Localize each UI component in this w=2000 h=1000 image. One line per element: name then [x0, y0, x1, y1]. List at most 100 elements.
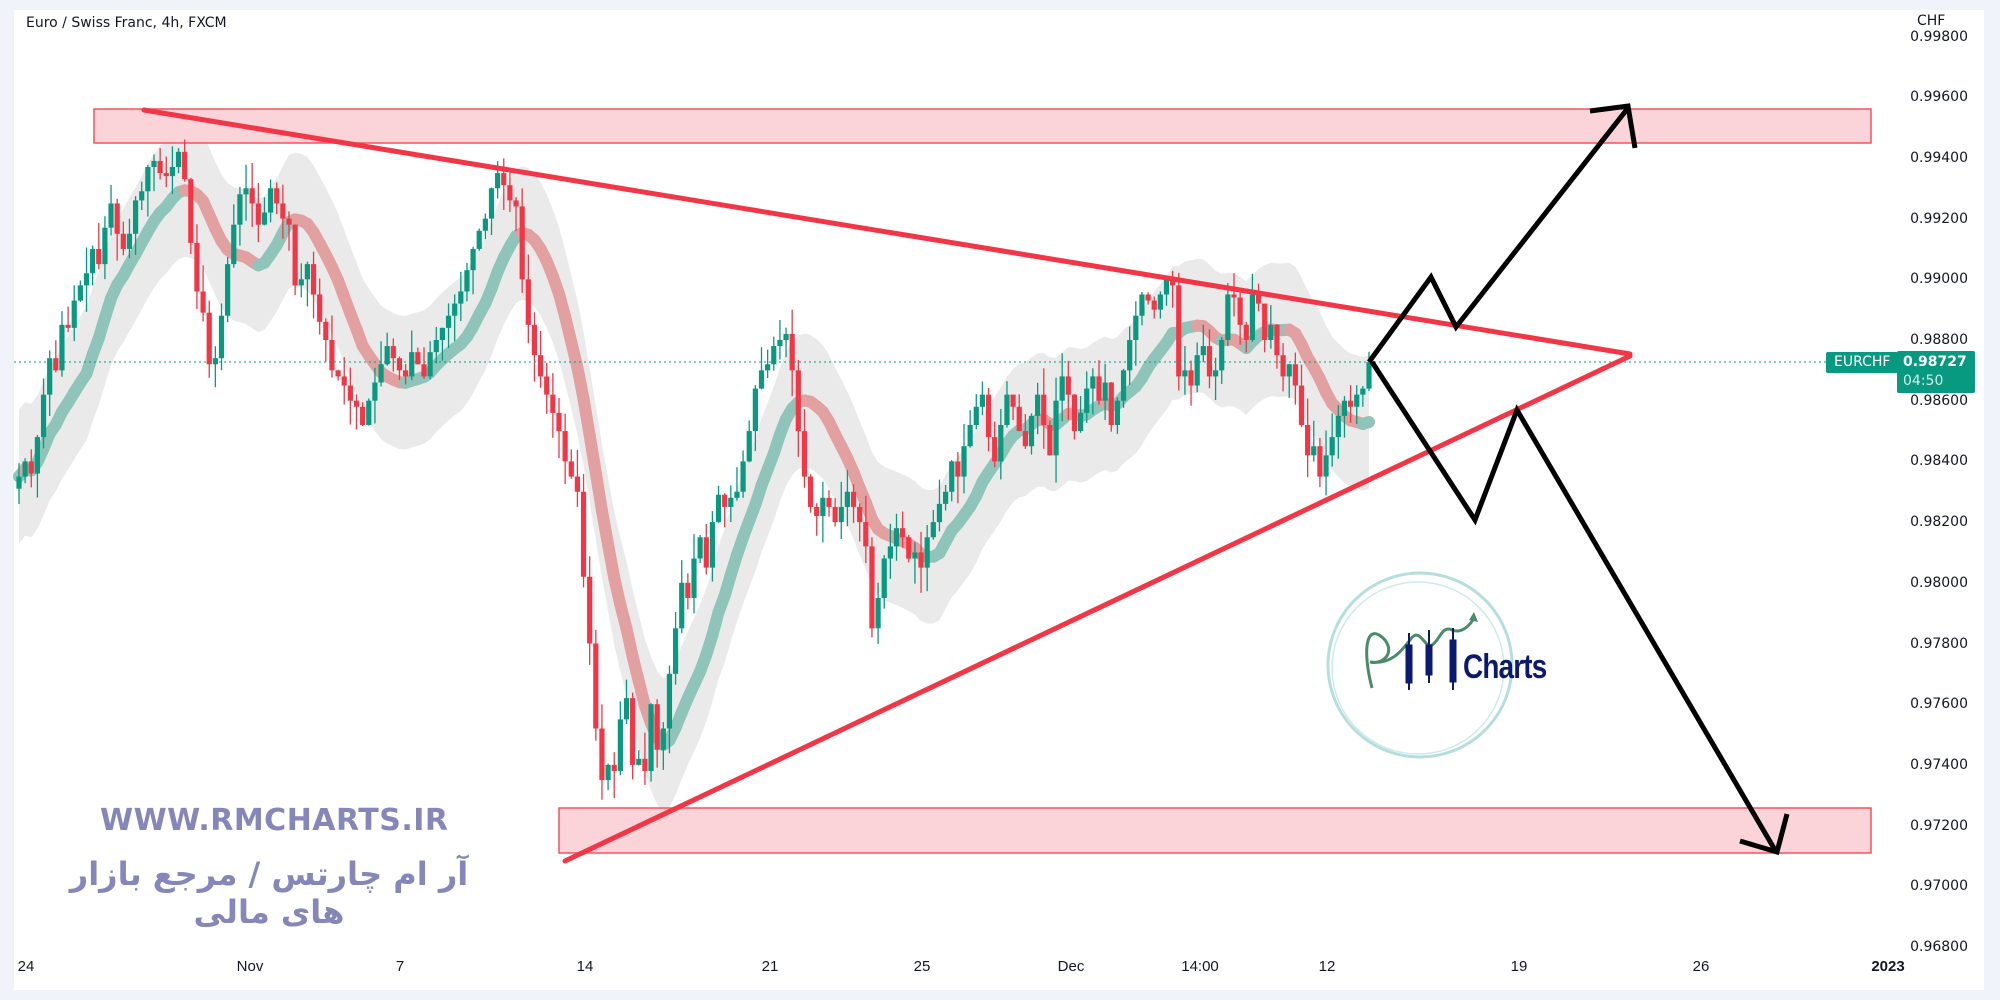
candle [126, 233, 133, 249]
candle [323, 321, 329, 340]
candle [1053, 400, 1059, 456]
candle [1274, 324, 1280, 356]
candle [151, 160, 157, 168]
candle [1176, 285, 1182, 377]
candle [384, 346, 390, 365]
candle [1133, 315, 1139, 340]
candle [930, 522, 936, 538]
price-tick: 0.96800 [1910, 939, 1968, 955]
resistance-zone[interactable] [93, 108, 1872, 144]
candle [679, 582, 685, 629]
candle [1231, 294, 1237, 298]
price-tick: 0.99800 [1910, 28, 1968, 45]
candle [857, 506, 863, 523]
logo-candles-icon [1405, 628, 1457, 690]
last-price-badge: 0.98727 04:50 [1897, 351, 1975, 393]
candle [513, 200, 519, 207]
candle [544, 376, 550, 395]
candle [304, 264, 311, 280]
candle [1212, 370, 1219, 377]
support-resistance-zones [93, 108, 1872, 854]
candle [1243, 324, 1249, 340]
candle [758, 370, 765, 389]
candle [366, 400, 372, 425]
candle [482, 218, 488, 231]
time-tick: Dec [1057, 958, 1085, 975]
descending-trendline[interactable] [141, 107, 1633, 357]
time-tick: 7 [395, 958, 405, 975]
candle [568, 461, 574, 477]
candle [22, 461, 28, 477]
last-price-value: 0.98727 [1903, 354, 1967, 370]
support-zone[interactable] [558, 807, 1872, 854]
candle [746, 431, 752, 462]
candle [65, 324, 71, 328]
candle [814, 506, 820, 517]
candle [666, 673, 673, 729]
candle [574, 476, 581, 492]
candle [439, 327, 446, 340]
candle [200, 291, 206, 313]
price-tick: 0.98800 [1910, 332, 1968, 348]
candle [967, 424, 973, 447]
candle [16, 476, 22, 489]
candle [685, 582, 691, 598]
logo-signature-icon [1365, 616, 1477, 689]
ascending-trendline[interactable] [562, 353, 1633, 864]
candle [1206, 346, 1213, 377]
candle [1010, 394, 1016, 407]
candle [1182, 370, 1188, 377]
watermark-url: WWW.RMCHARTS.IR [100, 803, 449, 838]
candle [255, 203, 261, 225]
candle [114, 203, 120, 234]
rmcharts-logo [1326, 571, 1514, 759]
candle [1286, 364, 1292, 377]
chart-title: Euro / Swiss Franc, 4h, FXCM [26, 15, 227, 31]
candle [942, 491, 949, 504]
candle [623, 698, 630, 720]
candle [470, 248, 476, 271]
candle [1341, 400, 1348, 416]
price-tick: 0.99000 [1910, 271, 1968, 288]
candle [1347, 400, 1354, 407]
candle [421, 364, 427, 377]
candle [83, 273, 90, 286]
candle [71, 300, 77, 328]
candle [286, 218, 292, 225]
candle [875, 597, 881, 629]
candle [218, 315, 225, 359]
time-tick: Nov [236, 958, 264, 975]
candle [452, 303, 458, 316]
candle [1219, 340, 1225, 371]
candle [225, 264, 231, 316]
bullish-projection-path[interactable] [1366, 106, 1630, 364]
candle [709, 522, 716, 568]
candle [34, 437, 41, 474]
logo-arrow-icon [1469, 612, 1478, 622]
candle [752, 388, 758, 432]
candle [274, 188, 280, 204]
candle [102, 227, 108, 265]
candle [820, 497, 826, 517]
candle [961, 446, 967, 477]
candle [998, 424, 1004, 462]
candle [317, 294, 323, 322]
candle [1102, 382, 1108, 401]
candle [1298, 385, 1305, 425]
candle [415, 352, 421, 365]
bearish-projection-path[interactable] [1369, 360, 1778, 852]
bearish-arrowhead-icon [1739, 813, 1790, 856]
candle [789, 333, 795, 371]
time-tick: 14 [576, 958, 594, 975]
ma-ribbon [13, 184, 1375, 751]
candle [985, 394, 992, 438]
candle [660, 728, 666, 750]
candle [617, 719, 623, 771]
candle [501, 173, 507, 186]
candle [1188, 370, 1194, 386]
candle [77, 285, 83, 301]
candle [844, 491, 851, 507]
candle [992, 437, 998, 462]
candle [108, 203, 114, 228]
